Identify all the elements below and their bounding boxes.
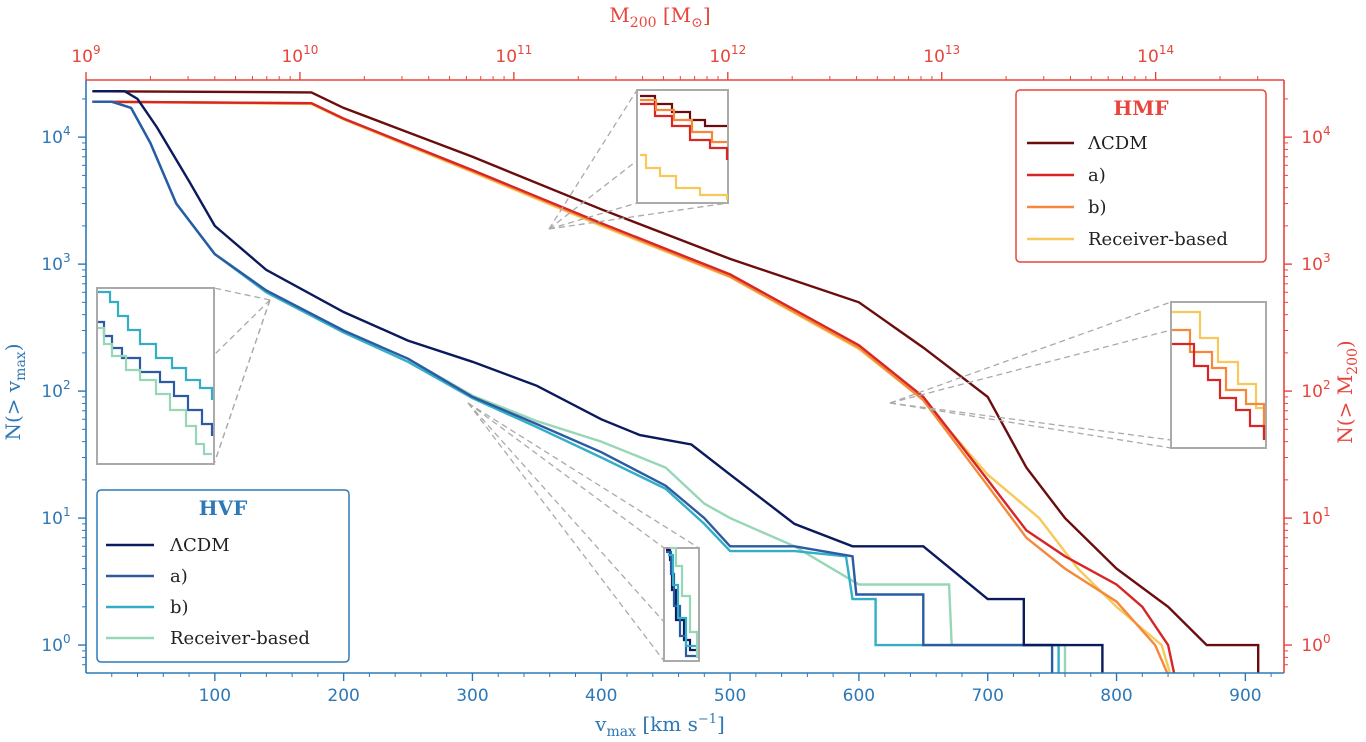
legend-hmf-title: HMF bbox=[1113, 96, 1168, 120]
inset-hmf-top bbox=[548, 89, 729, 230]
inset-hvf-bottom-trace-2 bbox=[668, 553, 697, 648]
right-y-axis-label: N(> M200) bbox=[1333, 340, 1361, 443]
y-right-tick-label-4: 104 bbox=[1301, 124, 1330, 148]
y-right-tick-label-0: 100 bbox=[1301, 632, 1330, 656]
inset-hvf-left-trace-1 bbox=[98, 320, 214, 436]
x-tick-label-800: 800 bbox=[1100, 686, 1132, 706]
inset-hvf-left-connector-3 bbox=[213, 299, 271, 465]
inset-hmf-top-connector-3 bbox=[548, 202, 729, 230]
top-tick-label-9: 109 bbox=[71, 43, 100, 67]
top-tick-label-10: 1010 bbox=[281, 43, 318, 67]
legend-hvf-title: HVF bbox=[199, 496, 248, 520]
inset-hmf-right-connector-2 bbox=[889, 329, 1172, 404]
y-left-tick-label-2: 102 bbox=[41, 378, 70, 402]
left-y-axis-label: N(> vmax) bbox=[1, 343, 29, 440]
x-tick-label-400: 400 bbox=[585, 686, 617, 706]
inset-hmf-right-frame bbox=[1170, 301, 1267, 449]
x-tick-label-300: 300 bbox=[456, 686, 488, 706]
top-tick-label-14: 1014 bbox=[1137, 43, 1174, 67]
inset-hvf-bottom-connector-0 bbox=[467, 402, 665, 549]
legend-hmf-entry-lcdm: ΛCDM bbox=[1087, 133, 1148, 154]
legend-hvf: HVF ΛCDM a) b) Receiver-based bbox=[96, 489, 350, 663]
inset-hvf-bottom-connector-3 bbox=[467, 402, 700, 662]
inset-hmf-top-trace-3 bbox=[640, 153, 729, 200]
inset-hmf-top-connector-0 bbox=[548, 89, 638, 230]
inset-hmf-top-trace-2 bbox=[640, 98, 727, 144]
legend-hvf-entry-a: a) bbox=[170, 566, 188, 587]
legend-hmf: HMF ΛCDM a) b) Receiver-based bbox=[1015, 89, 1267, 263]
legend-hvf-entry-lcdm: ΛCDM bbox=[169, 535, 230, 556]
legend-hmf-frame bbox=[1015, 89, 1267, 263]
inset-hmf-right-connector-1 bbox=[889, 402, 1172, 449]
legend-hvf-entry-b: b) bbox=[170, 597, 189, 618]
inset-hmf-right-trace-0 bbox=[1172, 310, 1266, 440]
x-tick-label-200: 200 bbox=[327, 686, 359, 706]
x-tick-label-100: 100 bbox=[199, 686, 231, 706]
hmf-series-a bbox=[92, 100, 1176, 673]
inset-hmf-right-connector-3 bbox=[889, 402, 1172, 441]
y-left-tick-label-1: 101 bbox=[41, 505, 70, 529]
inset-hmf-top-trace-1 bbox=[640, 102, 729, 160]
y-right-tick-label-2: 102 bbox=[1301, 378, 1330, 402]
inset-hvf-bottom-connector-2 bbox=[467, 402, 700, 549]
top-tick-label-13: 1013 bbox=[923, 43, 960, 67]
x-tick-label-700: 700 bbox=[971, 686, 1003, 706]
legend-hmf-entry-a: a) bbox=[1088, 165, 1106, 186]
y-left-tick-label-4: 104 bbox=[41, 124, 70, 148]
y-right-tick-label-1: 101 bbox=[1301, 505, 1330, 529]
hmf-series-lcdm bbox=[92, 90, 1260, 673]
inset-hvf-bottom-trace-3 bbox=[670, 546, 699, 658]
hvf-series-lcdm bbox=[92, 90, 1104, 673]
inset-hvf-left-trace-2 bbox=[98, 326, 212, 456]
top-axis-label: M200 [M⊙] bbox=[609, 3, 710, 31]
inset-group bbox=[96, 89, 1267, 662]
top-tick-label-11: 1011 bbox=[495, 43, 532, 67]
inset-hvf-bottom-connector-1 bbox=[467, 402, 665, 662]
legend-hvf-frame bbox=[96, 489, 350, 663]
inset-hvf-left-trace-0 bbox=[98, 290, 214, 400]
x-tick-label-500: 500 bbox=[714, 686, 746, 706]
inset-hvf-bottom bbox=[467, 402, 700, 662]
legend-hmf-entry-rb: Receiver-based bbox=[1088, 229, 1228, 250]
inset-hvf-bottom-frame bbox=[663, 547, 700, 662]
x-tick-label-900: 900 bbox=[1229, 686, 1261, 706]
legend-hvf-entry-rb: Receiver-based bbox=[170, 628, 310, 649]
y-left-tick-label-3: 103 bbox=[41, 251, 70, 275]
inset-hmf-top-frame bbox=[636, 89, 729, 204]
y-right-tick-label-3: 103 bbox=[1301, 251, 1330, 275]
inset-hmf-top-connector-1 bbox=[548, 202, 638, 230]
inset-hmf-right bbox=[889, 301, 1267, 449]
inset-hvf-left-frame bbox=[96, 287, 215, 465]
y-left-tick-label-0: 100 bbox=[41, 632, 70, 656]
inset-hvf-left-connector-2 bbox=[213, 299, 271, 356]
x-axis-label: vmax [km s−1] bbox=[594, 712, 725, 740]
inset-hmf-right-trace-2 bbox=[1172, 342, 1266, 440]
x-tick-label-600: 600 bbox=[843, 686, 875, 706]
inset-hvf-left bbox=[96, 287, 271, 465]
series-group bbox=[92, 90, 1260, 673]
legend-hmf-entry-b: b) bbox=[1088, 197, 1107, 218]
top-tick-label-12: 1012 bbox=[709, 43, 746, 67]
hvf-series-a bbox=[92, 100, 1054, 673]
